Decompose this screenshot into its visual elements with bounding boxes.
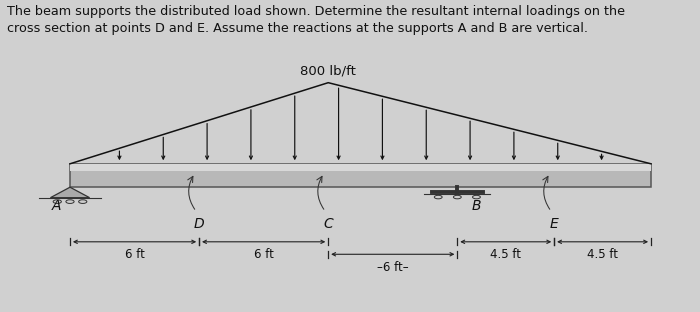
- Text: 800 lb/ft: 800 lb/ft: [300, 64, 356, 77]
- Text: 6 ft: 6 ft: [253, 248, 274, 261]
- Text: C: C: [323, 217, 333, 231]
- Circle shape: [66, 200, 74, 203]
- Text: 4.5 ft: 4.5 ft: [490, 248, 522, 261]
- Circle shape: [53, 200, 62, 203]
- Text: 6 ft: 6 ft: [125, 248, 144, 261]
- Circle shape: [78, 200, 87, 203]
- Circle shape: [473, 195, 480, 199]
- Bar: [70, 164, 651, 187]
- Text: B: B: [472, 199, 481, 213]
- Text: 4.5 ft: 4.5 ft: [587, 248, 618, 261]
- Text: D: D: [194, 217, 204, 231]
- Polygon shape: [50, 187, 90, 198]
- Text: –6 ft–: –6 ft–: [377, 261, 409, 274]
- Text: E: E: [550, 217, 559, 231]
- Circle shape: [434, 195, 442, 199]
- Bar: [70, 164, 651, 171]
- Circle shape: [454, 195, 461, 199]
- Text: The beam supports the distributed load shown. Determine the resultant internal l: The beam supports the distributed load s…: [7, 5, 625, 35]
- Text: A: A: [51, 199, 61, 213]
